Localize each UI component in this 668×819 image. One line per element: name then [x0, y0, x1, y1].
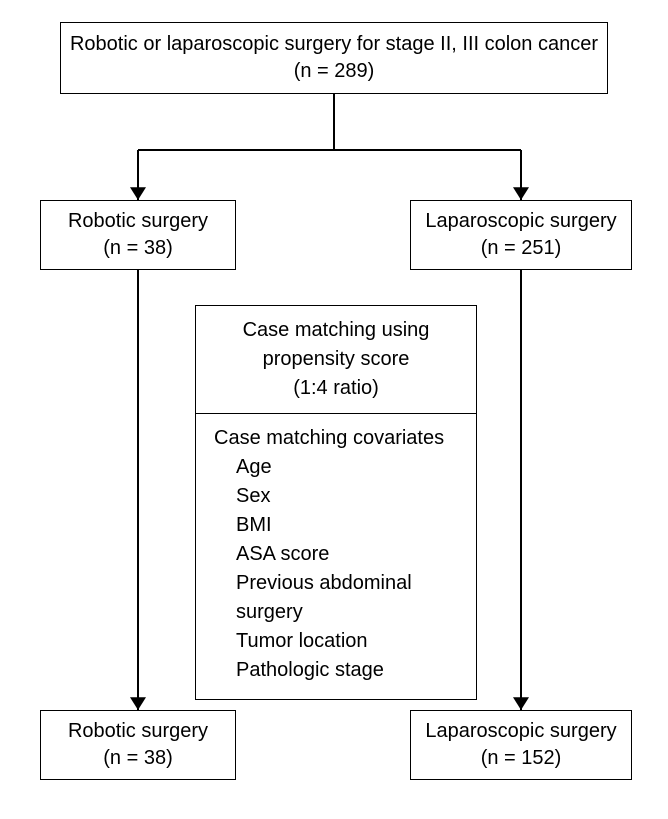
- node-info: Case matching using propensity score (1:…: [195, 305, 477, 700]
- node-robotic2-line1: Robotic surgery: [68, 718, 208, 745]
- info-covariates-title: Case matching covariates: [214, 424, 458, 453]
- covariate-item: Sex: [214, 482, 458, 511]
- node-robotic1-line2: (n = 38): [103, 235, 172, 262]
- node-lap2: Laparoscopic surgery (n = 152): [410, 710, 632, 780]
- covariate-item: BMI: [214, 511, 458, 540]
- node-lap1-line1: Laparoscopic surgery: [425, 208, 616, 235]
- node-lap1-line2: (n = 251): [481, 235, 562, 262]
- node-robotic2: Robotic surgery (n = 38): [40, 710, 236, 780]
- node-robotic2-line2: (n = 38): [103, 745, 172, 772]
- info-header-line1: Case matching using: [210, 316, 462, 345]
- info-header-line3: (1:4 ratio): [210, 374, 462, 403]
- info-covariates: Case matching covariates AgeSexBMIASA sc…: [196, 414, 476, 699]
- covariate-item: Tumor location: [214, 627, 458, 656]
- node-root: Robotic or laparoscopic surgery for stag…: [60, 22, 608, 94]
- info-header: Case matching using propensity score (1:…: [196, 306, 476, 414]
- node-root-line2: (n = 289): [294, 58, 375, 85]
- info-header-line2: propensity score: [210, 345, 462, 374]
- node-lap2-line2: (n = 152): [481, 745, 562, 772]
- node-robotic1-line1: Robotic surgery: [68, 208, 208, 235]
- covariate-item: Age: [214, 453, 458, 482]
- node-lap2-line1: Laparoscopic surgery: [425, 718, 616, 745]
- covariate-item: Previous abdominal surgery: [214, 569, 458, 627]
- node-root-line1: Robotic or laparoscopic surgery for stag…: [70, 31, 598, 58]
- node-robotic1: Robotic surgery (n = 38): [40, 200, 236, 270]
- node-lap1: Laparoscopic surgery (n = 251): [410, 200, 632, 270]
- covariate-item: Pathologic stage: [214, 656, 458, 685]
- covariate-item: ASA score: [214, 540, 458, 569]
